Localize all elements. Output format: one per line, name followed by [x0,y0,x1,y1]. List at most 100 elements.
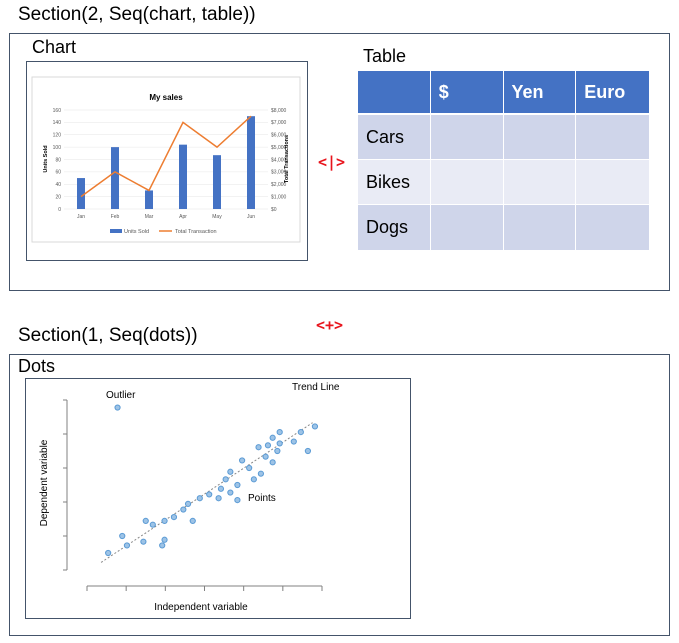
sales-x-tick: Mar [145,214,154,220]
scatter-y-ticks [63,399,67,571]
sales-bar [179,144,187,209]
sales-chart-x-ticks: Jan Feb Mar Apr May Jun [77,214,255,220]
scatter-point [297,429,304,436]
table-cell [576,205,649,250]
sales-bar [77,178,85,209]
sales-y2-tick: $6,000 [271,133,287,139]
table-header-cell: Euro [576,71,649,115]
sales-chart-line [80,115,252,198]
table-label: Table [363,46,407,66]
scatter-x-ticks [86,586,323,591]
table-header-row: $ Yen Euro [358,71,649,115]
outlier-annotation: Outlier [106,390,136,401]
table-row: Dogs [358,205,649,250]
table-cell [430,115,504,160]
sales-y-tick: 60 [55,170,61,176]
legend-swatch-units [110,229,122,233]
scatter-point [304,447,311,455]
sales-y2-tick: $7,000 [271,120,287,126]
scatter-point [189,517,196,524]
scatter-point [234,497,241,504]
sales-bar [213,155,221,209]
scatter-point [180,506,187,513]
scatter-point [246,464,253,472]
sales-x-tick: Jun [247,214,255,220]
scatter-point [222,476,229,483]
sales-chart-grid [64,109,268,210]
section2-title: Section(1, Seq(dots)) [18,325,198,346]
sales-x-tick: May [212,214,222,220]
scatter-point [161,517,168,524]
sales-y2-tick: $2,000 [271,182,287,188]
table-cell [503,115,577,160]
sales-y-tick: 80 [55,157,61,163]
sales-y2-tick: $0 [271,207,277,213]
scatter-point [239,457,246,464]
sales-chart-inner-frame [31,76,301,243]
sales-bar [247,116,255,209]
trend-line-annotation: Trend Line [292,382,340,393]
legend-label-transaction: Total Transaction [175,229,217,235]
outlier-point [114,404,121,411]
scatter-point [105,549,112,557]
table-row-label: Dogs [358,205,431,250]
scatter-ylabel: Dependent variable [39,439,50,526]
sales-y-tick: 160 [53,108,62,114]
sales-bar [111,147,119,209]
sales-chart-legend: Units Sold Total Transaction [110,229,217,235]
table-row: Cars [358,115,649,160]
sales-y2-tick: $1,000 [271,194,287,200]
scatter-point [149,521,156,528]
table-cell [503,205,577,250]
scatter-point [276,429,283,436]
sales-y2-tick: $5,000 [271,145,287,151]
table-header-cell: $ [430,71,504,115]
data-table: $ Yen Euro Cars Bikes Dogs [358,71,649,250]
sales-y-tick: 120 [53,133,62,139]
table-row-label: Bikes [358,160,431,205]
scatter-point [119,532,126,540]
section1-title: Section(2, Seq(chart, table)) [18,4,256,25]
sales-chart-y-ticks: 0 20 40 60 80 100 120 140 160 [53,108,62,213]
table-row-label: Cars [358,115,431,160]
scatter-point [274,447,281,455]
sales-chart-frame [26,61,308,261]
scatter-point [184,500,192,507]
sales-y2-tick: $3,000 [271,170,287,176]
sales-x-tick: Jan [77,214,85,220]
scatter-point [142,517,149,524]
sales-bar [145,190,153,209]
sales-chart-y2-ticks: $0 $1,000 $2,000 $3,000 $4,000 $5,000 $6,000 $7… [271,108,287,213]
scatter-point [170,514,178,521]
sales-chart-y2label: Total Transactions [284,135,290,183]
scatter-point [269,434,276,441]
scatter-point [269,459,276,466]
sales-y-tick: 140 [53,120,62,126]
points-annotation: Points [248,493,276,504]
scatter-point [264,442,272,449]
scatter-point [262,453,269,460]
scatter-point [234,481,241,489]
table-cell [430,205,504,250]
sales-x-tick: Apr [179,214,187,220]
scatter-point [227,468,234,475]
sales-chart-bars [77,116,255,209]
scatter-point [159,542,166,549]
scatter-point [276,440,283,447]
chart-label: Chart [32,37,77,57]
scatter-point [217,485,225,492]
legend-label-units: Units Sold [124,229,149,235]
table-row: Bikes [358,160,649,205]
sales-chart-title: My sales [149,93,183,102]
scatter-point [290,438,297,445]
sales-y2-tick: $4,000 [271,157,287,163]
table-header-cell [358,71,431,115]
scatter-point [161,536,168,543]
sales-chart-ylabel: Units Sold [43,145,49,172]
scatter-point [227,489,234,496]
scatter-point [140,538,147,545]
sales-y-tick: 40 [55,182,61,188]
scatter-point [250,476,257,483]
table-cell [503,160,577,205]
scatter-points [105,404,319,557]
